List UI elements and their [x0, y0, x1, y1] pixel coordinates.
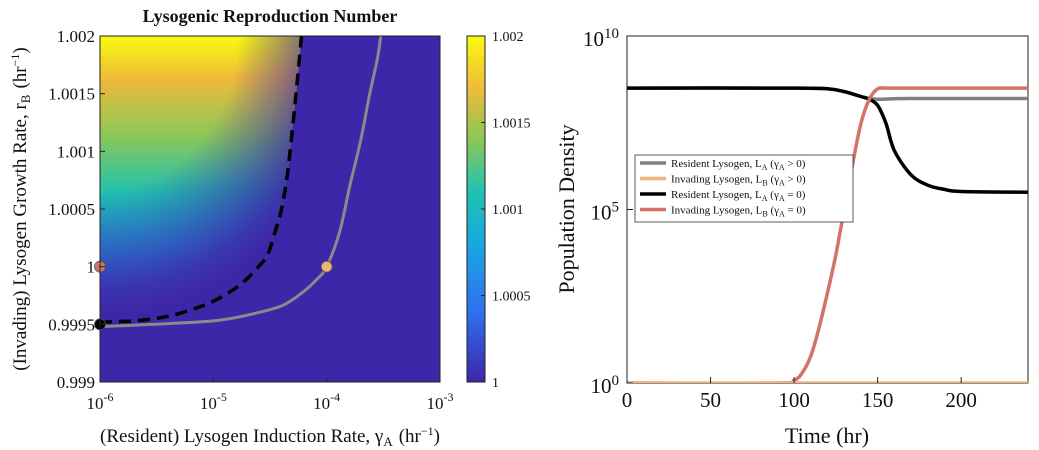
- threshold-dashed-line: [100, 36, 304, 324]
- right-x-tick-label: 100: [778, 388, 810, 412]
- marker-point-2: [320, 260, 333, 273]
- left-y-tick-label: 1.0005: [48, 200, 95, 219]
- right-y-ticks: 100 105 1010: [583, 26, 633, 398]
- right-y-axis-label: Population Density: [554, 124, 579, 293]
- colorbar-tick-label: 1.001: [492, 203, 524, 218]
- right-chart: 0 50 100 150 200 100 105 1010 Time (hr) Popula…: [554, 26, 1029, 448]
- left-x-tick-label: 10-4: [313, 390, 340, 413]
- left-y-tick-label: 1: [87, 258, 96, 277]
- left-y-axis-label: (Invading) Lysogen Growth Rate, rB(hr−1): [8, 47, 33, 370]
- right-y-tick-label: 105: [591, 200, 620, 225]
- legend: Resident Lysogen, LA (γA > 0) Invading Ly…: [634, 154, 854, 223]
- left-y-tick-label: 1.002: [57, 27, 95, 46]
- colorbar-tick-label: 1.002: [492, 30, 524, 45]
- left-y-tick-label: 1.0015: [48, 85, 95, 104]
- legend-entry-3: Invading Lysogen, LB (γA = 0): [671, 205, 806, 219]
- right-x-tick-label: 200: [945, 388, 977, 412]
- left-x-ticks: 10-6 10-5 10-4 10-3: [87, 377, 454, 413]
- right-y-tick-label: 1010: [583, 26, 619, 51]
- right-x-tick-label: 0: [622, 388, 633, 412]
- right-x-axis-label: Time (hr): [785, 423, 869, 448]
- left-y-tick-label: 0.999: [57, 373, 95, 392]
- right-y-tick-label: 100: [591, 373, 620, 398]
- left-x-tick-label: 10-3: [427, 390, 454, 413]
- heatmap-area: [100, 36, 440, 382]
- right-x-tick-label: 50: [700, 388, 721, 412]
- left-x-tick-label: 10-6: [87, 390, 114, 413]
- legend-box: [634, 154, 854, 223]
- legend-entry-1: Invading Lysogen, LB (γA > 0): [671, 174, 806, 188]
- legend-entry-2: Resident Lysogen, LA (γA = 0): [671, 189, 806, 203]
- colorbar-tick-label: 1.0005: [492, 290, 531, 305]
- colorbar-tick-label: 1.0015: [492, 117, 531, 132]
- left-chart-title: Lysogenic Reproduction Number: [143, 6, 398, 26]
- left-y-ticks: 0.999 0.9995 1 1.0005 1.001 1.0015 1.002: [48, 27, 105, 392]
- right-x-ticks: 0 50 100 150 200: [622, 377, 977, 412]
- series-line-3: [627, 86, 1028, 383]
- legend-entry-0: Resident Lysogen, LA (γA > 0): [671, 158, 806, 172]
- series-line-2: [627, 86, 1028, 194]
- left-y-tick-label: 0.9995: [48, 315, 95, 334]
- threshold-gray-line: [100, 36, 383, 329]
- colorbar: 1 1.0005 1.001 1.0015 1.002: [466, 30, 531, 391]
- right-x-tick-label: 150: [862, 388, 894, 412]
- left-x-tick-label: 10-5: [200, 390, 227, 413]
- right-series-lines: [627, 86, 1028, 383]
- left-x-axis-label: (Resident) Lysogen Induction Rate, γA (hr…: [100, 424, 440, 449]
- left-chart: Lysogenic Reproduction Number 10-6 10-5 10…: [8, 6, 454, 449]
- colorbar-tick-label: 1: [492, 376, 499, 391]
- heatmap-region-fade: [100, 36, 302, 322]
- colorbar-ticks: 1 1.0005 1.001 1.0015 1.002: [481, 30, 531, 391]
- left-y-tick-label: 1.001: [57, 142, 95, 161]
